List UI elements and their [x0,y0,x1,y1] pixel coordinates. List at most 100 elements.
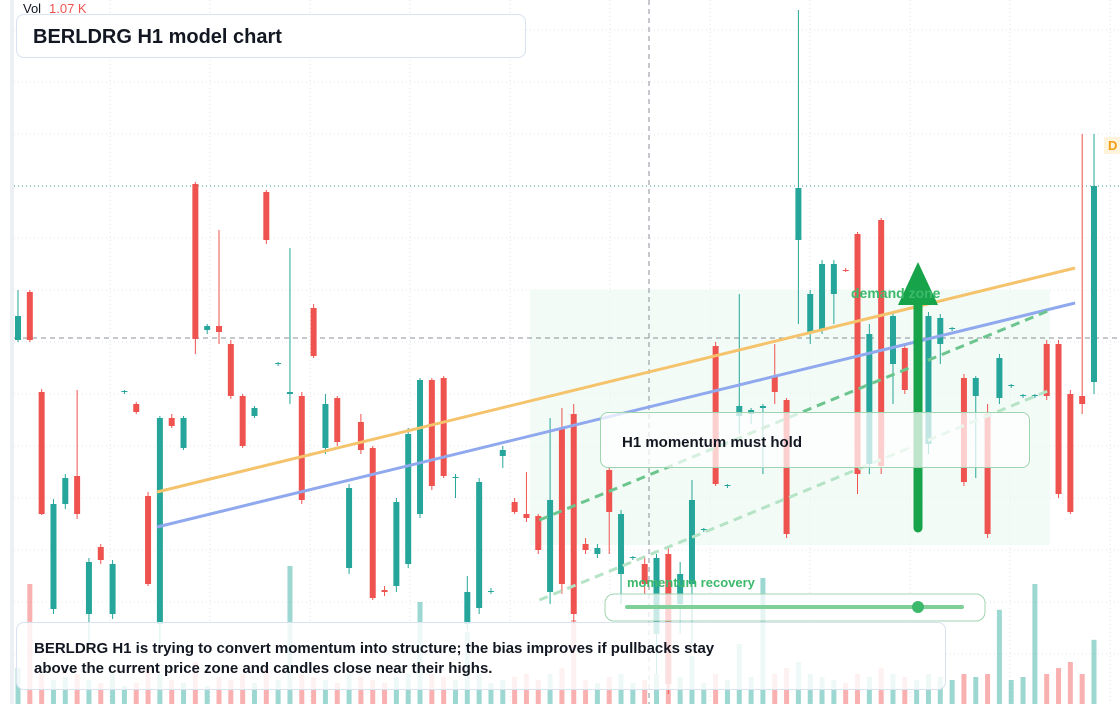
candle-body [180,418,187,448]
candle-body [346,488,353,568]
candle-body [417,380,424,514]
volume-bar [724,680,730,704]
candle-body [251,408,258,416]
candle-body [819,264,826,330]
volume-bar [488,683,494,704]
candle-body [996,358,1003,398]
volume-bar [1044,674,1050,704]
volume-bar [642,680,648,704]
candle-body [26,292,33,340]
candle-body [830,264,837,294]
candle-body [428,380,435,486]
candle-body [334,398,341,442]
candle-body [1091,186,1097,382]
volume-bar [1020,677,1026,704]
volume-bar [370,680,376,704]
candle-body [405,434,412,564]
candle-body [535,516,542,550]
volume-bar [311,677,317,704]
candle-body [74,476,81,514]
callout-text: H1 momentum must hold [622,434,803,451]
volume-bar [334,683,340,704]
slider [604,593,986,622]
volume-bar [86,680,92,704]
candle-body [1020,395,1027,396]
volume-bar [251,683,257,704]
volume-bar [322,680,328,704]
volume-bar [937,677,943,704]
candle-body [156,418,163,624]
candle-body [1031,395,1038,396]
candle-body [866,334,873,464]
volume-bar [1056,668,1062,704]
volume-bar [1079,674,1085,704]
candle-body [736,406,743,416]
chart-title: BERLDRG H1 model chart [33,26,282,48]
candle-body [263,192,270,240]
candle-body [476,482,483,608]
arrow-head [898,262,938,305]
candle-body [145,496,152,584]
candle-body [357,422,364,450]
price-tag: D [1104,137,1120,154]
candle-body [547,500,554,592]
candle-body [381,590,388,592]
volume-bar [181,683,187,704]
volume-bar [500,680,506,704]
candle-body [1067,394,1074,512]
candle-body [949,328,956,329]
volume-bar [98,683,104,704]
volume-bar [358,677,364,704]
candle-body [594,548,601,554]
candle-body [570,414,577,614]
title-box: BERLDRG H1 model chart [16,14,526,58]
volume-label: Vol [23,1,42,16]
volume-bar [1008,680,1014,704]
candle-body [629,557,636,558]
volume-bar [606,677,612,704]
candle-body [771,376,778,392]
candle-body [50,504,57,609]
candle-body [878,220,885,466]
callout: H1 momentum must hold [600,412,1030,468]
candle-body [38,392,45,514]
candle-body [1008,385,1015,386]
candle-body [133,404,140,412]
candle-body [204,326,211,330]
candle-body [121,391,128,392]
note-box: BERLDRG H1 is trying to convert momentum… [16,622,946,690]
slider-label: momentum recovery [627,575,755,590]
volume-bar [677,677,683,704]
volume-bar [228,680,234,704]
candle-body [239,396,246,446]
candle-body [322,404,329,448]
volume-bar [961,674,967,704]
volume-bar [275,680,281,704]
candle-body [310,308,317,356]
candle-body [216,326,223,332]
volume-bar [382,683,388,704]
volume-bar [121,686,127,704]
volume-bar [1091,639,1097,704]
volume-bar [701,683,707,704]
volume-bar [393,677,399,704]
candle-body [618,514,625,574]
volume-bar [949,680,955,704]
volume-bar [535,680,541,704]
candle-body [795,188,802,240]
candle-body [109,564,116,614]
candle-body [227,344,234,396]
candle-body [97,547,104,560]
candle-body [558,428,565,584]
candle-body [62,478,69,504]
candle-body [464,592,471,624]
candle-body [440,378,447,476]
volume-bar [50,680,56,704]
candle-body [759,406,766,408]
candle-body [677,574,684,604]
candle-body [298,396,305,500]
volume-bar [866,677,872,704]
volume-bar [630,683,636,704]
